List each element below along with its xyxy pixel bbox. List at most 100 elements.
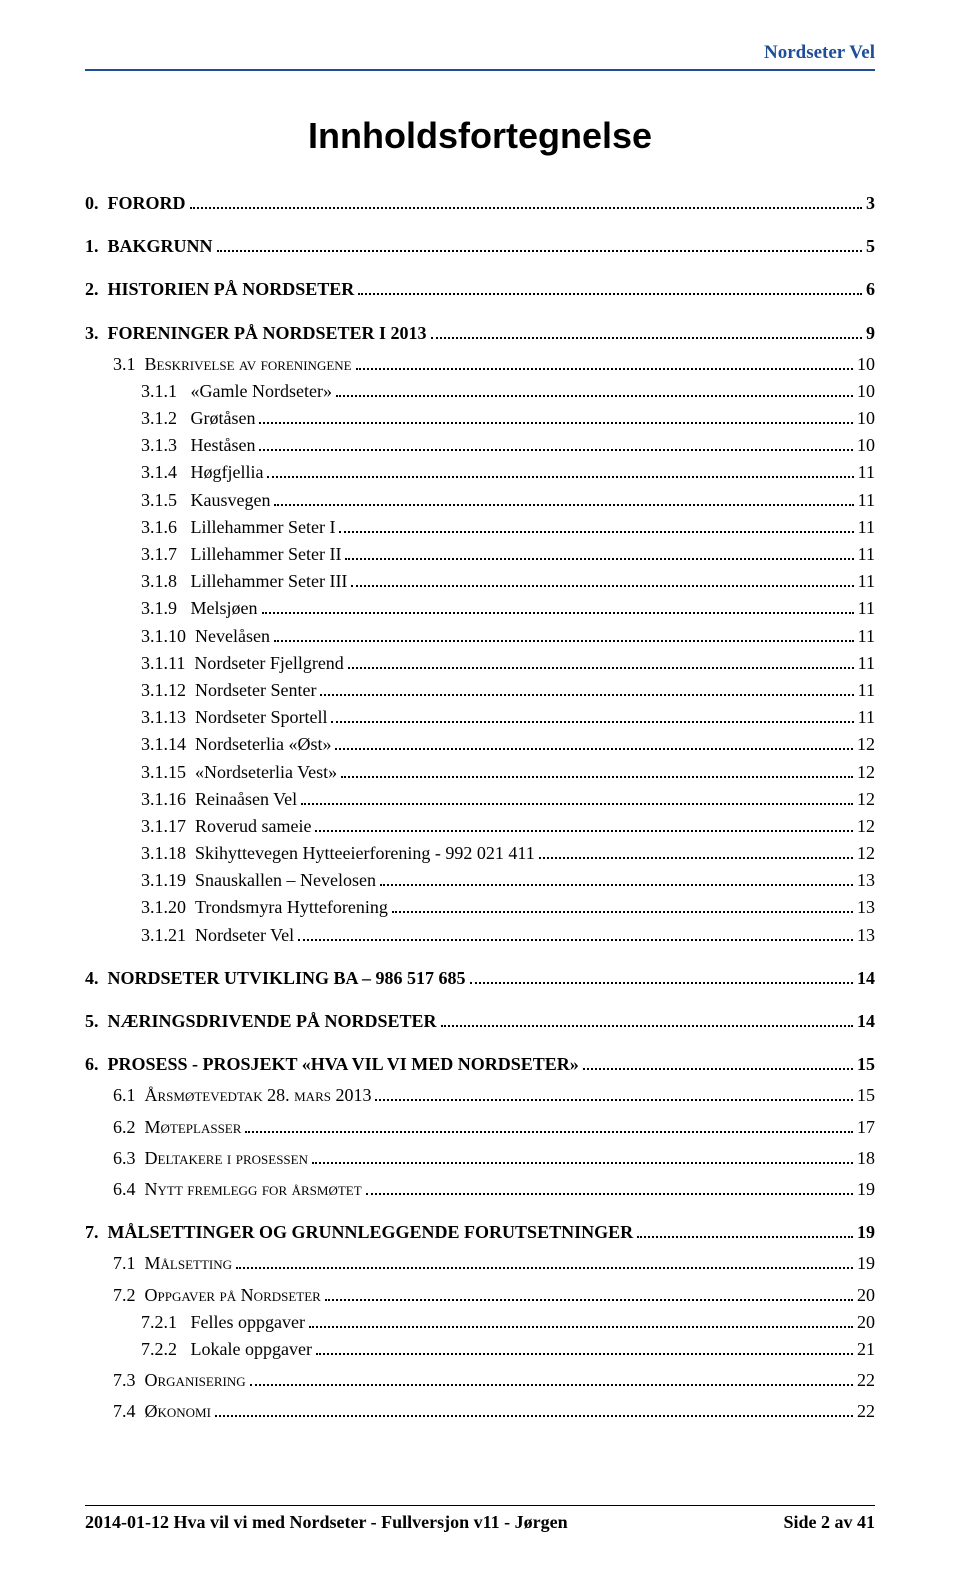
toc-entry-label: NÆRINGSDRIVENDE PÅ NORDSETER <box>108 1009 437 1034</box>
toc-entry-number: 3. <box>85 321 108 346</box>
toc-entry-page: 10 <box>857 433 875 458</box>
toc-leader-dots <box>392 911 853 913</box>
toc-leader-dots <box>341 776 853 778</box>
toc-entry[interactable]: 3.1.4 Høgfjellia11 <box>141 460 875 485</box>
toc-entry[interactable]: 3.1.8 Lillehammer Seter III11 <box>141 569 875 594</box>
toc-entry[interactable]: 5. NÆRINGSDRIVENDE PÅ NORDSETER14 <box>85 1009 875 1034</box>
toc-entry-label: Møteplasser <box>145 1115 242 1140</box>
toc-leader-dots <box>315 830 853 832</box>
toc-entry-number: 6.1 <box>113 1083 145 1108</box>
toc-entry-page: 22 <box>857 1368 875 1393</box>
toc-entry-page: 11 <box>858 542 875 567</box>
toc-entry[interactable]: 3.1.10 Nevelåsen11 <box>141 624 875 649</box>
toc-leader-dots <box>331 721 853 723</box>
toc-entry[interactable]: 3.1.11 Nordseter Fjellgrend11 <box>141 651 875 676</box>
toc-entry[interactable]: 2. HISTORIEN PÅ NORDSETER6 <box>85 277 875 302</box>
toc-entry[interactable]: 3.1.20 Trondsmyra Hytteforening13 <box>141 895 875 920</box>
toc-entry[interactable]: 6.3 Deltakere i prosessen18 <box>113 1146 875 1171</box>
toc-leader-dots <box>301 803 853 805</box>
toc-entry[interactable]: 3.1.13 Nordseter Sportell11 <box>141 705 875 730</box>
toc-entry-label: PROSESS - PROSJEKT «HVA VIL VI MED NORDS… <box>108 1052 579 1077</box>
toc-entry[interactable]: 3.1.2 Grøtåsen10 <box>141 406 875 431</box>
toc-entry[interactable]: 6.4 Nytt fremlegg for årsmøtet19 <box>113 1177 875 1202</box>
toc-entry[interactable]: 3.1.14 Nordseterlia «Øst»12 <box>141 732 875 757</box>
toc-entry-number: 7.4 <box>113 1399 145 1424</box>
toc-entry[interactable]: 3.1.9 Melsjøen11 <box>141 596 875 621</box>
toc-entry-page: 13 <box>857 895 875 920</box>
toc-entry-page: 11 <box>858 569 875 594</box>
toc-entry-page: 21 <box>857 1337 875 1362</box>
toc-entry[interactable]: 6. PROSESS - PROSJEKT «HVA VIL VI MED NO… <box>85 1052 875 1077</box>
toc-leader-dots <box>583 1068 853 1070</box>
toc-entry-number: 3.1.7 <box>141 542 191 567</box>
toc-entry-label: FORENINGER PÅ NORDSETER I 2013 <box>108 321 427 346</box>
toc-entry-label: Kausvegen <box>191 488 271 513</box>
toc-entry[interactable]: 3.1.1 «Gamle Nordseter»10 <box>141 379 875 404</box>
toc-entry-number: 3.1.19 <box>141 868 195 893</box>
toc-entry-number: 3.1.18 <box>141 841 195 866</box>
toc-leader-dots <box>259 422 853 424</box>
toc-entry-page: 19 <box>857 1251 875 1276</box>
toc-leader-dots <box>348 667 854 669</box>
toc-entry[interactable]: 6.2 Møteplasser17 <box>113 1115 875 1140</box>
page-header: Nordseter Vel <box>85 40 875 71</box>
toc-entry[interactable]: 0. FORORD3 <box>85 191 875 216</box>
toc-entry[interactable]: 3.1.19 Snauskallen – Nevelosen13 <box>141 868 875 893</box>
toc-entry-number: 3.1.3 <box>141 433 191 458</box>
toc-entry[interactable]: 1. BAKGRUNN5 <box>85 234 875 259</box>
toc-entry[interactable]: 3.1.16 Reinaåsen Vel12 <box>141 787 875 812</box>
toc-entry-number: 3.1.13 <box>141 705 195 730</box>
toc-entry-label: Nordseter Fjellgrend <box>194 651 343 676</box>
toc-entry[interactable]: 3.1.5 Kausvegen11 <box>141 488 875 513</box>
toc-entry[interactable]: 7.1 Målsetting19 <box>113 1251 875 1276</box>
toc-entry[interactable]: 7.3 Organisering22 <box>113 1368 875 1393</box>
toc-entry[interactable]: 3.1.18 Skihyttevegen Hytteeierforening -… <box>141 841 875 866</box>
toc-leader-dots <box>637 1236 853 1238</box>
toc-entry-label: HISTORIEN PÅ NORDSETER <box>108 277 355 302</box>
toc-entry[interactable]: 7.4 Økonomi22 <box>113 1399 875 1424</box>
toc-entry[interactable]: 3.1.17 Roverud sameie12 <box>141 814 875 839</box>
toc-entry[interactable]: 7.2.2 Lokale oppgaver21 <box>141 1337 875 1362</box>
toc-leader-dots <box>236 1267 853 1269</box>
toc-entry-label: Nordseter Sportell <box>195 705 327 730</box>
toc-leader-dots <box>351 585 853 587</box>
toc-entry-number: 6.3 <box>113 1146 145 1171</box>
toc-entry-page: 14 <box>857 1009 875 1034</box>
toc-entry[interactable]: 3.1.21 Nordseter Vel13 <box>141 923 875 948</box>
toc-entry-label: Deltakere i prosessen <box>145 1146 309 1171</box>
toc-entry-page: 13 <box>857 868 875 893</box>
toc-entry[interactable]: 3.1.7 Lillehammer Seter II11 <box>141 542 875 567</box>
toc-entry[interactable]: 7.2.1 Felles oppgaver20 <box>141 1310 875 1335</box>
toc-entry[interactable]: 4. NORDSETER UTVIKLING BA – 986 517 6851… <box>85 966 875 991</box>
toc-entry[interactable]: 3.1.12 Nordseter Senter11 <box>141 678 875 703</box>
toc-entry[interactable]: 6.1 Årsmøtevedtak 28. mars 201315 <box>113 1083 875 1108</box>
toc-entry-label: Skihyttevegen Hytteeierforening - 992 02… <box>195 841 535 866</box>
toc-entry-label: Høgfjellia <box>191 460 264 485</box>
toc-entry-label: Beskrivelse av foreningene <box>145 352 352 377</box>
toc-leader-dots <box>274 640 854 642</box>
toc-entry[interactable]: 3.1.15 «Nordseterlia Vest»12 <box>141 760 875 785</box>
toc-entry[interactable]: 7.2 Oppgaver på Nordseter20 <box>113 1283 875 1308</box>
toc-entry-page: 11 <box>858 596 875 621</box>
header-brand: Nordseter Vel <box>764 42 875 63</box>
toc-entry[interactable]: 3.1.6 Lillehammer Seter I11 <box>141 515 875 540</box>
toc-leader-dots <box>250 1384 853 1386</box>
toc-entry[interactable]: 3. FORENINGER PÅ NORDSETER I 20139 <box>85 321 875 346</box>
toc-entry-number: 7.2.1 <box>141 1310 191 1335</box>
toc-entry-number: 3.1.11 <box>141 651 194 676</box>
toc-entry-number: 6.2 <box>113 1115 145 1140</box>
toc-entry-label: Målsetting <box>145 1251 233 1276</box>
toc-leader-dots <box>339 531 853 533</box>
toc-entry-page: 12 <box>857 760 875 785</box>
toc-entry[interactable]: 7. MÅLSETTINGER OG GRUNNLEGGENDE FORUTSE… <box>85 1220 875 1245</box>
footer-right: Side 2 av 41 <box>783 1510 875 1535</box>
toc-entry[interactable]: 3.1.3 Heståsen10 <box>141 433 875 458</box>
toc-entry-number: 7.2 <box>113 1283 145 1308</box>
toc-entry-page: 12 <box>857 814 875 839</box>
toc-leader-dots <box>316 1353 853 1355</box>
toc-entry-label: BAKGRUNN <box>108 234 213 259</box>
toc-entry[interactable]: 3.1 Beskrivelse av foreningene10 <box>113 352 875 377</box>
toc-entry-label: Reinaåsen Vel <box>195 787 297 812</box>
toc-entry-label: Nordseter Vel <box>195 923 294 948</box>
toc-leader-dots <box>325 1299 853 1301</box>
